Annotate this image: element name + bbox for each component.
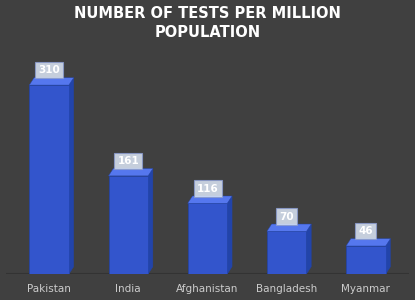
Polygon shape [307, 224, 311, 274]
Polygon shape [148, 169, 153, 274]
Title: NUMBER OF TESTS PER MILLION
POPULATION: NUMBER OF TESTS PER MILLION POPULATION [74, 6, 341, 41]
Polygon shape [346, 239, 391, 246]
Text: 70: 70 [279, 212, 294, 222]
FancyBboxPatch shape [188, 203, 227, 274]
Text: 161: 161 [117, 156, 139, 166]
Polygon shape [69, 78, 73, 274]
FancyBboxPatch shape [108, 176, 148, 274]
FancyBboxPatch shape [346, 246, 386, 274]
Polygon shape [108, 169, 153, 176]
Text: 116: 116 [197, 184, 218, 194]
Text: 310: 310 [38, 65, 60, 75]
Polygon shape [29, 78, 73, 85]
Polygon shape [188, 196, 232, 203]
Polygon shape [267, 224, 311, 231]
Polygon shape [227, 196, 232, 274]
Polygon shape [386, 239, 391, 274]
FancyBboxPatch shape [29, 85, 69, 274]
FancyBboxPatch shape [267, 231, 307, 274]
Text: 46: 46 [359, 226, 373, 236]
